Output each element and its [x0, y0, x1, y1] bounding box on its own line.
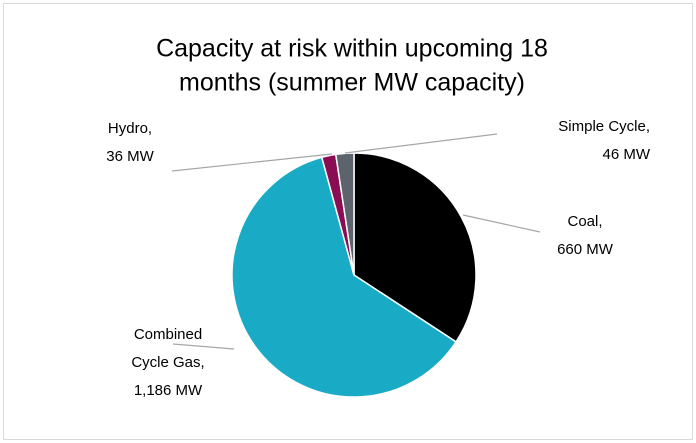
leader-line [172, 343, 235, 350]
data-label: Cycle Gas, [131, 354, 204, 371]
pie-slice [231, 156, 458, 398]
leader-line [171, 153, 333, 172]
data-label: 660 MW [557, 241, 614, 258]
pie-slice [334, 152, 355, 276]
data-label: Simple Cycle, [558, 118, 650, 135]
chart-title: Capacity at risk within upcoming 18 [156, 35, 548, 63]
leader-line [462, 214, 541, 233]
data-label: Hydro, [108, 120, 152, 137]
data-label: 1,186 MW [134, 382, 203, 399]
leader-line [344, 133, 498, 154]
data-label: 36 MW [106, 148, 154, 165]
data-label: Combined [134, 326, 202, 343]
data-label: 46 MW [602, 146, 650, 163]
chart-title: months (summer MW capacity) [179, 69, 525, 97]
data-label: Coal, [567, 213, 602, 230]
